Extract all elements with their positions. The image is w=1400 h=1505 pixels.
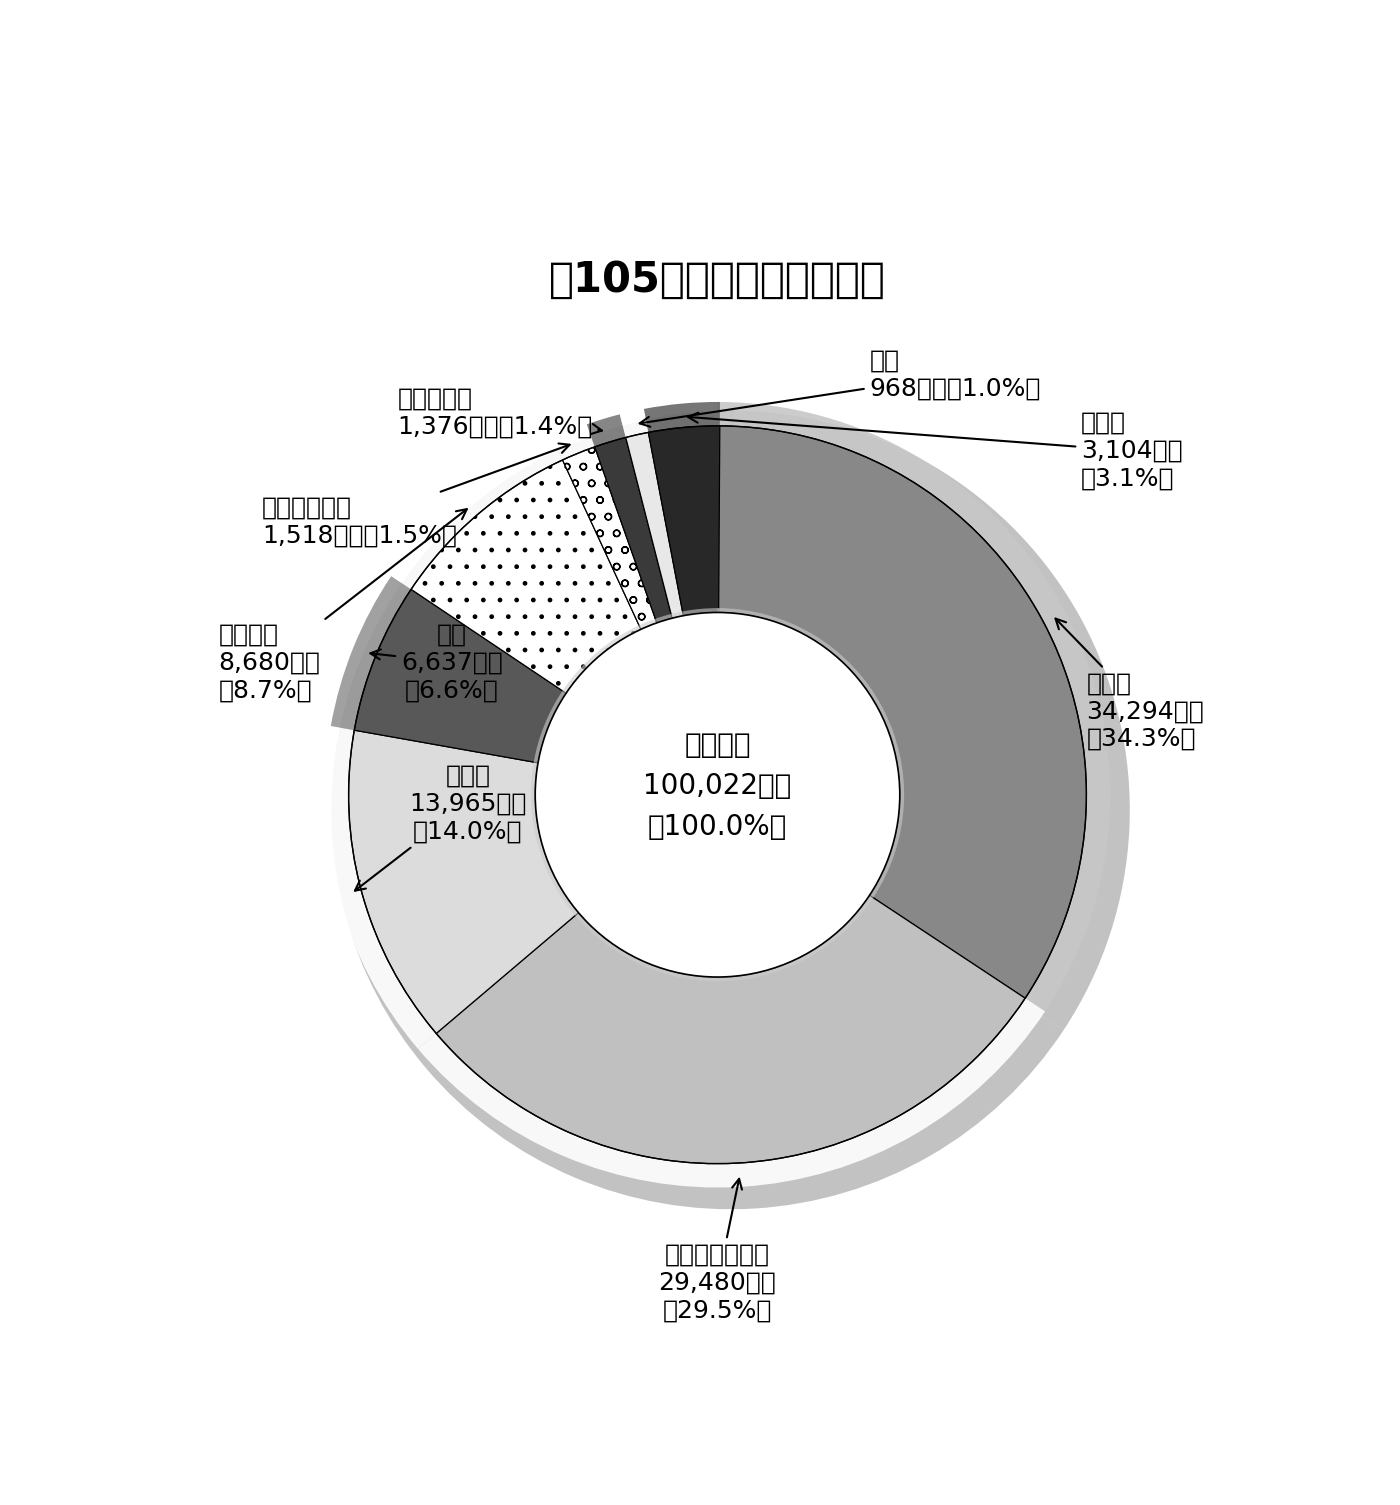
Text: 電気
968億円（1.0%）: 電気 968億円（1.0%） (640, 349, 1040, 427)
Wedge shape (391, 438, 566, 593)
Wedge shape (595, 438, 672, 623)
Wedge shape (563, 626, 647, 701)
Wedge shape (655, 411, 734, 640)
Wedge shape (553, 424, 596, 467)
Wedge shape (412, 461, 641, 694)
Text: 病　院
34,294億円
（34.3%）: 病 院 34,294億円 （34.3%） (1056, 619, 1204, 751)
Wedge shape (717, 402, 1110, 1011)
Wedge shape (587, 414, 627, 453)
Text: 介護サービス
1,518億円（1.5%）: 介護サービス 1,518億円（1.5%） (262, 444, 570, 548)
Wedge shape (533, 691, 578, 766)
Wedge shape (731, 411, 1130, 1031)
Wedge shape (419, 995, 1046, 1187)
Wedge shape (531, 762, 591, 915)
Wedge shape (631, 418, 699, 641)
Wedge shape (399, 447, 658, 713)
Wedge shape (325, 725, 441, 1049)
Wedge shape (349, 730, 578, 1034)
Text: 工業用水道
1,376億円（1.4%）: 工業用水道 1,376億円（1.4%） (398, 387, 602, 439)
Text: 料金収入
100,022億円
（100.0%）: 料金収入 100,022億円 （100.0%） (644, 731, 791, 841)
Wedge shape (332, 740, 598, 1069)
Text: その他
3,104億円
（3.1%）: その他 3,104億円 （3.1%） (687, 411, 1183, 491)
Wedge shape (598, 423, 687, 646)
Text: 下水道
13,965億円
（14.0%）: 下水道 13,965億円 （14.0%） (356, 763, 526, 891)
Text: 交通
6,637億円
（6.6%）: 交通 6,637億円 （6.6%） (371, 623, 503, 703)
Wedge shape (575, 886, 874, 981)
Wedge shape (620, 409, 650, 444)
Wedge shape (563, 433, 673, 652)
Wedge shape (717, 608, 904, 897)
Wedge shape (648, 426, 720, 616)
Wedge shape (437, 895, 1025, 1163)
Wedge shape (640, 619, 662, 643)
Wedge shape (644, 402, 720, 439)
Circle shape (535, 613, 900, 977)
Text: 宅地造成
8,680億円
（8.7%）: 宅地造成 8,680億円 （8.7%） (218, 509, 466, 703)
Wedge shape (354, 590, 566, 763)
Text: 第105図　料金収入の状況: 第105図 料金収入の状況 (549, 259, 886, 301)
Wedge shape (626, 432, 683, 619)
Wedge shape (330, 576, 417, 731)
Wedge shape (717, 426, 1086, 998)
Wedge shape (563, 447, 657, 629)
Wedge shape (655, 614, 676, 637)
Wedge shape (426, 906, 1064, 1209)
Wedge shape (683, 608, 718, 631)
Wedge shape (337, 587, 587, 780)
Wedge shape (671, 611, 686, 634)
Text: 水道（含簡水）
29,480億円
（29.5%）: 水道（含簡水） 29,480億円 （29.5%） (658, 1178, 777, 1323)
